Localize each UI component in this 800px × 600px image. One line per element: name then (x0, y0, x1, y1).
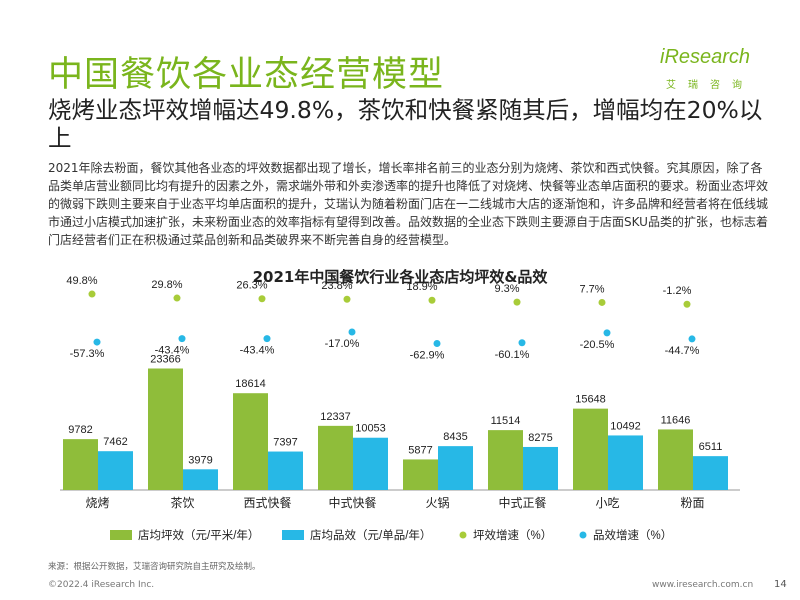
bar-pingxiao (63, 439, 98, 490)
bar-pingxiao (318, 425, 353, 490)
bar-pinxiao (183, 469, 218, 490)
category-label: 小吃 (595, 496, 619, 510)
bar-pinxiao (438, 446, 473, 490)
logo-wordmark: iResearch (660, 46, 751, 68)
legend-label: 品效增速（%） (593, 528, 672, 542)
page-title: 中国餐饮各业态经营模型 (48, 55, 445, 95)
bar-value-label: 7397 (273, 437, 297, 449)
category-label: 中式快餐 (328, 495, 376, 510)
bar-value-label: 6511 (699, 441, 723, 453)
growth-label-pinxiao: -62.9% (410, 349, 445, 361)
growth-label-pinxiao: -43.4% (155, 345, 190, 357)
bar-value-label: 23366 (150, 353, 181, 365)
chart-title: 2021年中国餐饮行业各业态店均坪效&品效 (252, 268, 548, 286)
legend-dot (459, 531, 467, 539)
growth-label-pingxiao: 26.3% (236, 280, 267, 292)
bar-value-label: 11646 (661, 414, 691, 426)
bar-value-label: 10053 (355, 423, 386, 435)
bar-value-label: 18614 (235, 378, 266, 390)
legend-swatch (282, 530, 304, 540)
page-number: 14 (774, 579, 787, 590)
bar-value-label: 15648 (575, 394, 606, 406)
bar-value-label: 10492 (610, 420, 641, 432)
growth-label-pingxiao: 49.8% (66, 275, 97, 287)
growth-label-pingxiao: 23.8% (321, 280, 352, 292)
bar-pinxiao (608, 435, 643, 490)
category-label: 粉面 (680, 496, 704, 510)
growth-label-pinxiao: -44.7% (665, 345, 700, 357)
bar-value-label: 9782 (68, 424, 92, 436)
category-label: 茶饮 (170, 495, 194, 510)
growth-label-pingxiao: -1.2% (663, 285, 692, 297)
source-note: 来源：根据公开数据，艾瑞咨询研究院自主研究及绘制。 (48, 562, 261, 572)
category-label: 西式快餐 (243, 495, 291, 510)
bar-pinxiao (268, 451, 303, 490)
growth-dot-pinxiao (688, 335, 696, 343)
bar-pingxiao (148, 368, 183, 490)
growth-label-pingxiao: 29.8% (151, 279, 182, 291)
bar-pingxiao (233, 393, 268, 490)
iresearch-logo: iResearch 艾瑞咨询 (660, 46, 756, 96)
bar-pinxiao (98, 451, 133, 490)
growth-label-pinxiao: -20.5% (580, 339, 615, 351)
growth-dot-pingxiao (513, 298, 521, 306)
bar-chart: 9782 7462 烧烤 49.8% -57.3% 23366 3979 茶饮 29.8% -43… (60, 275, 740, 542)
bar-value-label: 12337 (320, 411, 351, 423)
bar-pingxiao (573, 408, 608, 490)
growth-dot-pingxiao (88, 290, 96, 298)
bar-value-label: 5877 (408, 444, 432, 456)
website-url: www.iresearch.com.cn (652, 580, 754, 590)
legend-swatch (110, 530, 132, 540)
bar-value-label: 7462 (103, 436, 127, 448)
growth-dot-pinxiao (348, 328, 356, 336)
growth-dot-pingxiao (343, 295, 351, 303)
legend-label: 坪效增速（%） (473, 528, 552, 542)
legend-label: 店均品效（元/单品/年） (310, 528, 431, 542)
growth-dot-pinxiao (263, 335, 271, 343)
bar-value-label: 11514 (491, 415, 521, 427)
bar-pingxiao (488, 430, 523, 490)
growth-dot-pingxiao (428, 296, 436, 304)
category-label: 中式正餐 (498, 495, 546, 510)
growth-label-pingxiao: 9.3% (494, 283, 519, 295)
growth-dot-pinxiao (518, 339, 526, 347)
growth-label-pinxiao: -57.3% (70, 348, 105, 360)
legend-label: 店均坪效（元/平米/年） (138, 528, 259, 542)
legend-dot (579, 531, 587, 539)
chart-container: 2021年中国餐饮行业各业态店均坪效&品效 9782 7462 烧烤 49.8% -57… (0, 262, 800, 554)
growth-dot-pingxiao (258, 295, 266, 303)
category-label: 火锅 (425, 495, 449, 510)
category-label: 烧烤 (85, 495, 109, 510)
growth-dot-pingxiao (683, 300, 691, 308)
growth-dot-pinxiao (178, 335, 186, 343)
bar-pingxiao (658, 429, 693, 490)
growth-dot-pinxiao (93, 338, 101, 346)
growth-dot-pingxiao (173, 294, 181, 302)
growth-label-pinxiao: -43.4% (240, 345, 275, 357)
bar-value-label: 8435 (443, 431, 467, 443)
body-paragraph: 2021年除去粉面，餐饮其他各业态的坪效数据都出现了增长，增长率排名前三的业态分… (48, 161, 769, 247)
growth-label-pinxiao: -17.0% (325, 338, 360, 350)
headline: 烧烤业态坪效增幅达49.8%，茶饮和快餐紧随其后，增幅均在20%以上 (48, 96, 763, 152)
growth-label-pingxiao: 7.7% (579, 283, 604, 295)
growth-label-pingxiao: 18.9% (406, 281, 437, 293)
bar-value-label: 3979 (188, 454, 212, 466)
growth-dot-pinxiao (433, 339, 441, 347)
growth-dot-pinxiao (603, 329, 611, 337)
bar-pinxiao (353, 437, 388, 490)
bar-pingxiao (403, 459, 438, 490)
bar-pinxiao (523, 446, 558, 490)
logo-subtitle: 艾瑞咨询 (666, 80, 754, 91)
bar-pinxiao (693, 456, 728, 490)
bar-value-label: 8275 (528, 432, 552, 444)
growth-dot-pingxiao (598, 298, 606, 306)
copyright: ©2022.4 iResearch Inc. (48, 580, 155, 590)
growth-label-pinxiao: -60.1% (495, 349, 530, 361)
